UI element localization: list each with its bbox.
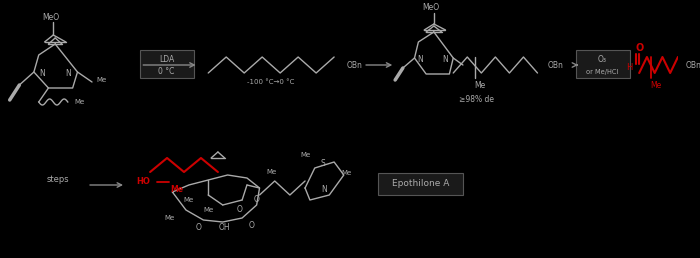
Text: or Me/HCl: or Me/HCl <box>586 69 619 75</box>
Text: HO: HO <box>136 178 150 187</box>
Text: O₃: O₃ <box>598 55 607 64</box>
Text: Me: Me <box>650 80 662 90</box>
Text: Me: Me <box>170 186 183 195</box>
Text: MeO: MeO <box>42 13 59 22</box>
Text: Me: Me <box>183 197 194 203</box>
Text: S: S <box>320 158 325 167</box>
Text: OBn: OBn <box>547 60 563 69</box>
Text: Me: Me <box>266 169 276 175</box>
Bar <box>378 173 463 195</box>
Text: H: H <box>626 62 633 71</box>
Text: N: N <box>40 69 46 78</box>
Text: N: N <box>65 69 71 78</box>
Text: Me: Me <box>342 170 352 176</box>
Text: OH: OH <box>219 223 230 232</box>
Text: N: N <box>442 55 449 64</box>
Text: ≥98% de: ≥98% de <box>459 95 494 104</box>
Text: N: N <box>417 55 424 64</box>
Text: 0 °C: 0 °C <box>158 68 175 77</box>
Text: Me: Me <box>474 80 485 90</box>
Text: O: O <box>249 221 255 230</box>
Text: Epothilone A: Epothilone A <box>391 180 449 189</box>
Text: O: O <box>237 206 242 214</box>
Text: LDA: LDA <box>159 55 174 64</box>
Text: OBn: OBn <box>346 60 363 69</box>
Text: O: O <box>195 223 202 232</box>
Text: Me: Me <box>97 77 107 83</box>
Bar <box>141 50 194 78</box>
Text: N: N <box>321 186 328 195</box>
Bar <box>576 50 629 78</box>
Text: -100 °C→0 °C: -100 °C→0 °C <box>248 79 295 85</box>
Text: O: O <box>253 196 260 205</box>
Text: O: O <box>635 43 643 53</box>
Text: Me: Me <box>300 152 310 158</box>
Text: steps: steps <box>47 175 69 184</box>
Text: Me: Me <box>203 207 214 213</box>
Text: MeO: MeO <box>422 4 440 12</box>
Text: OBn: OBn <box>686 60 700 69</box>
Text: Me: Me <box>164 215 174 221</box>
Text: Me: Me <box>74 99 85 105</box>
